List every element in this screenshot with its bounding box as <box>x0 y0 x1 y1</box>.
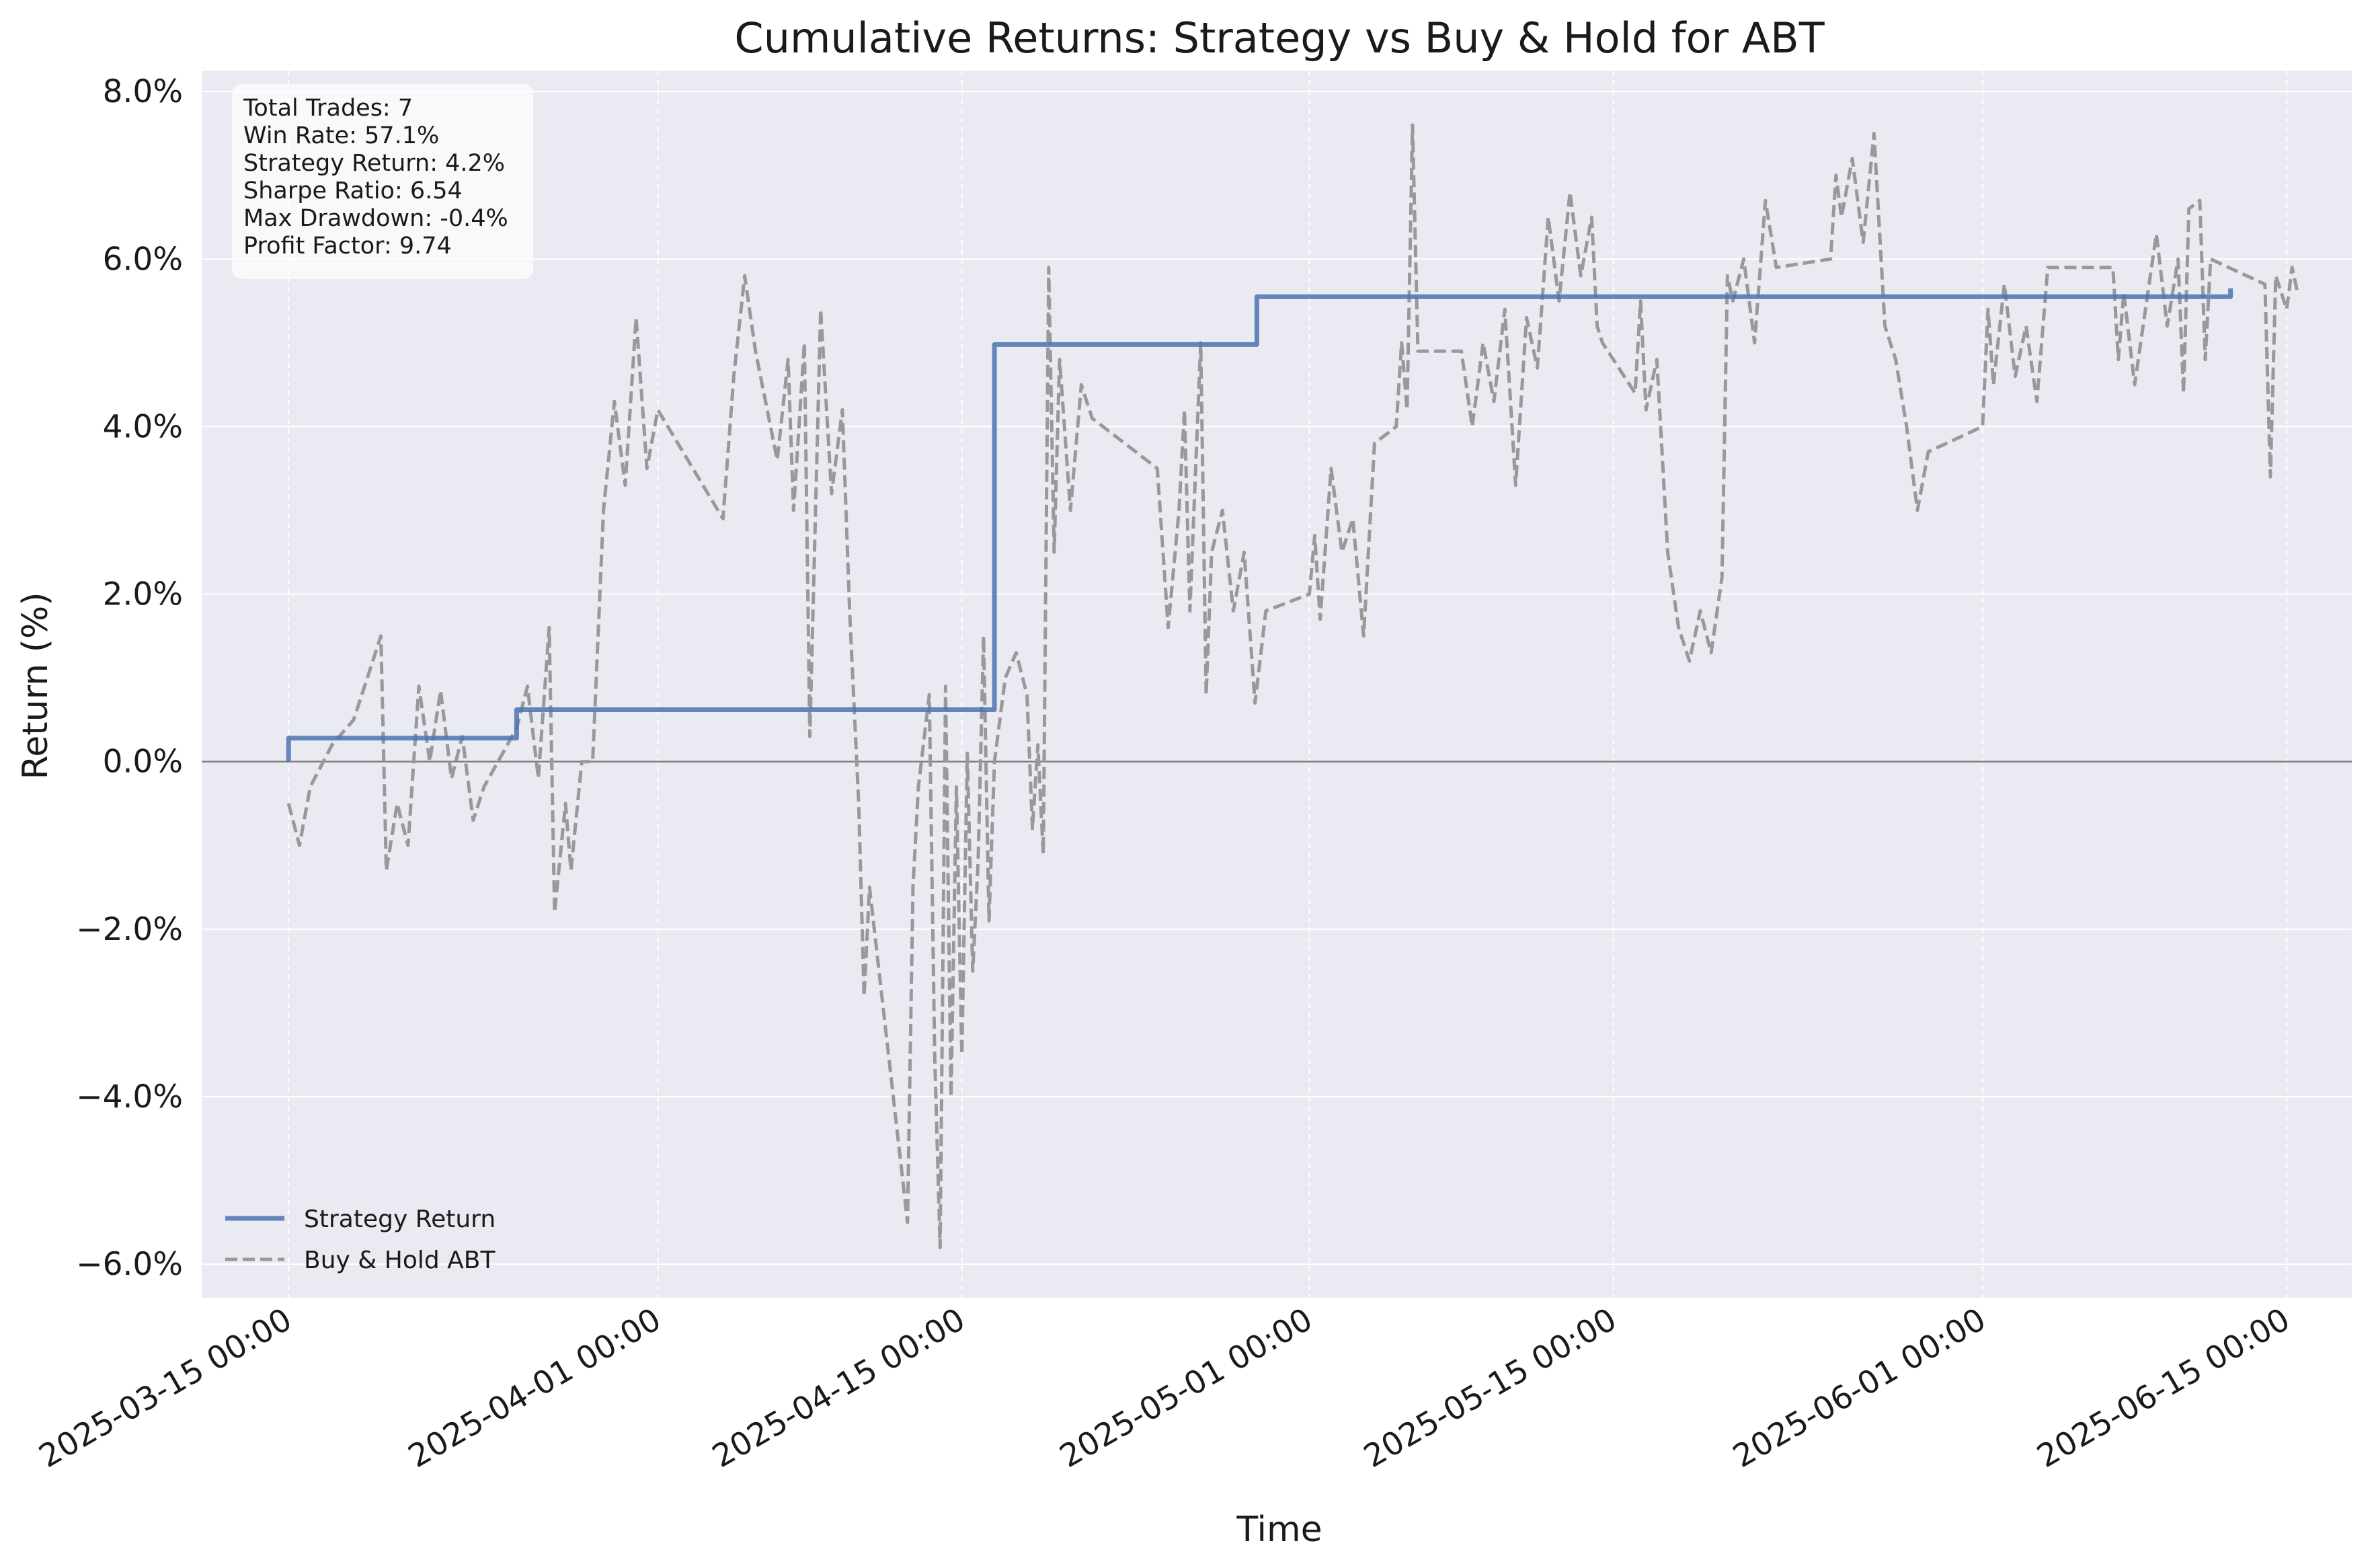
series-layer <box>286 123 2299 1249</box>
stats-line: Profit Factor: 9.74 <box>243 233 452 260</box>
legend-label-strategy: Strategy Return <box>304 1206 496 1233</box>
y-tick-label: 0.0% <box>103 744 183 781</box>
legend-label-buy-hold: Buy & Hold ABT <box>304 1247 496 1274</box>
stats-line: Total Trades: 7 <box>243 95 413 122</box>
stats-line: Win Rate: 57.1% <box>243 122 439 149</box>
y-tick-label: 2.0% <box>103 576 183 613</box>
stats-box-background <box>232 84 533 279</box>
stats-line: Sharpe Ratio: 6.54 <box>243 178 463 204</box>
chart-title: Cumulative Returns: Strategy vs Buy & Ho… <box>734 13 1825 63</box>
y-tick-label: −4.0% <box>76 1079 183 1115</box>
y-tick-label: 8.0% <box>103 73 183 110</box>
stats-line: Max Drawdown: -0.4% <box>243 205 508 232</box>
stats-text: Total Trades: 7 Win Rate: 57.1% Strategy R… <box>243 95 508 260</box>
stats-line: Strategy Return: 4.2% <box>243 150 505 177</box>
y-tick-label: −2.0% <box>76 911 183 948</box>
y-axis-title: Return (%) <box>15 592 56 779</box>
stats-box: Total Trades: 7 Win Rate: 57.1% Strategy R… <box>232 84 533 279</box>
series-buy-hold-line <box>286 123 2299 1249</box>
series-strategy-return-line <box>286 288 2233 762</box>
y-tick-label: −6.0% <box>76 1246 183 1283</box>
y-tick-label: 4.0% <box>103 408 183 445</box>
legend: Strategy Return Buy & Hold ABT <box>225 1206 496 1274</box>
x-axis-title: Time <box>1236 1510 1322 1550</box>
plot-area <box>202 71 2352 1298</box>
y-axis-ticks: −6.0% −4.0% −2.0% 0.0% 2.0% 4.0% 6.0% 8.0% <box>76 73 183 1283</box>
y-tick-label: 6.0% <box>103 241 183 278</box>
